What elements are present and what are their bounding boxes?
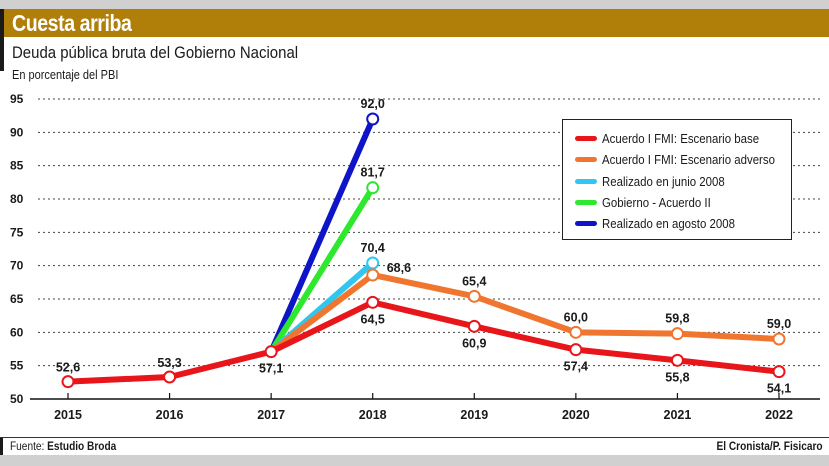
footer-accent-mark	[0, 438, 3, 456]
x-tick-label: 2020	[562, 408, 590, 422]
marker-base	[366, 295, 380, 309]
marker-base	[61, 375, 75, 389]
legend: Acuerdo I FMI: Escenario base Acuerdo I …	[562, 119, 792, 240]
legend-item-base: Acuerdo I FMI: Escenario base	[575, 128, 780, 148]
data-label: 60,9	[462, 336, 486, 350]
marker-base	[670, 353, 684, 367]
source-name: Estudio Broda	[47, 441, 117, 453]
source-line: Fuente: Estudio Broda	[10, 441, 116, 453]
marker-base	[569, 343, 583, 357]
chart-subtitle: Deuda pública bruta del Gobierno Naciona…	[12, 43, 299, 62]
marker-junio	[366, 256, 380, 270]
data-label: 68,6	[387, 261, 411, 275]
y-tick-label: 70	[10, 259, 24, 273]
y-tick-label: 85	[10, 159, 24, 173]
marker-adverso	[366, 268, 380, 282]
chart-title: Cuesta arriba	[12, 10, 132, 36]
data-label: 52,6	[56, 361, 80, 375]
y-tick-label: 95	[10, 92, 24, 106]
y-tick-label: 75	[10, 225, 24, 239]
y-tick-label: 50	[10, 392, 24, 406]
legend-swatch-gobierno	[575, 199, 597, 205]
x-tick-label: 2022	[765, 408, 793, 422]
legend-swatch-adverso	[575, 156, 597, 162]
marker-base	[163, 370, 177, 384]
series-markers	[61, 112, 786, 389]
y-tick-label: 55	[10, 359, 24, 373]
marker-base	[467, 319, 481, 333]
x-tick-label: 2021	[664, 408, 692, 422]
x-tick-label: 2019	[460, 408, 488, 422]
top-strip	[0, 0, 829, 9]
x-tick-label: 2016	[156, 408, 184, 422]
data-label: 55,8	[665, 370, 689, 384]
gridlines	[38, 98, 820, 367]
legend-item-gobierno: Gobierno - Acuerdo II	[575, 192, 726, 212]
series-line-gobierno	[268, 184, 376, 355]
data-label: 53,3	[157, 356, 181, 370]
x-tick-label: 2015	[54, 408, 82, 422]
data-label: 57,1	[259, 362, 283, 376]
y-tick-label: 80	[10, 192, 24, 206]
legend-label: Acuerdo I FMI: Escenario adverso	[602, 151, 775, 167]
legend-swatch-junio	[575, 178, 597, 184]
legend-item-agosto: Realizado en agosto 2008	[575, 213, 753, 233]
legend-swatch-agosto	[575, 220, 597, 226]
legend-item-junio: Realizado en junio 2008	[575, 171, 742, 191]
marker-base	[772, 365, 786, 379]
series-lines	[65, 116, 782, 385]
data-label: 54,1	[767, 382, 791, 396]
bottom-strip	[0, 455, 829, 466]
series-line-adverso	[268, 272, 782, 355]
legend-label: Realizado en agosto 2008	[602, 215, 735, 231]
y-axis-ticks: 50 55 60 65 70 75 80 85 90 95	[10, 92, 24, 406]
legend-swatch-base	[575, 135, 597, 141]
title-accent-mark	[0, 9, 4, 71]
x-tick-label: 2017	[257, 408, 285, 422]
data-label: 59,0	[767, 317, 791, 331]
legend-label: Gobierno - Acuerdo II	[602, 194, 711, 210]
source-prefix: Fuente:	[10, 441, 48, 453]
credit: El Cronista/P. Fisicaro	[716, 441, 823, 453]
data-label: 92,0	[361, 97, 385, 111]
data-label: 64,5	[361, 312, 385, 326]
footer: Fuente: Estudio Broda El Cronista/P. Fis…	[0, 437, 829, 456]
data-label: 81,7	[361, 166, 385, 180]
marker-agosto	[366, 112, 380, 126]
y-tick-label: 60	[10, 325, 24, 339]
title-bar	[0, 9, 829, 71]
marker-adverso	[569, 325, 583, 339]
y-tick-label: 90	[10, 125, 24, 139]
x-axis: 2015 2016 2017 2018 2019 2020 2021 2022	[30, 393, 820, 422]
legend-label: Realizado en junio 2008	[602, 173, 725, 189]
data-label: 70,4	[361, 241, 385, 255]
data-label: 57,4	[564, 360, 588, 374]
legend-item-adverso: Acuerdo I FMI: Escenario adverso	[575, 149, 799, 169]
data-label: 60,0	[564, 310, 588, 324]
legend-label: Acuerdo I FMI: Escenario base	[602, 130, 760, 146]
data-labels: 92,0 81,7 70,468,6 65,4 60,0 59,8 59,0 52,6 53,3…	[56, 97, 791, 396]
series-line-base	[65, 299, 782, 385]
unit-label: En porcentaje del PBI	[12, 68, 119, 82]
data-label: 59,8	[665, 312, 689, 326]
marker-base	[264, 345, 278, 359]
marker-adverso	[467, 289, 481, 303]
marker-adverso	[670, 327, 684, 341]
data-label: 65,4	[462, 274, 486, 288]
x-tick-label: 2018	[359, 408, 387, 422]
y-tick-label: 65	[10, 292, 24, 306]
marker-adverso	[772, 332, 786, 346]
series-line-agosto	[268, 116, 376, 355]
marker-gobierno	[366, 181, 380, 195]
